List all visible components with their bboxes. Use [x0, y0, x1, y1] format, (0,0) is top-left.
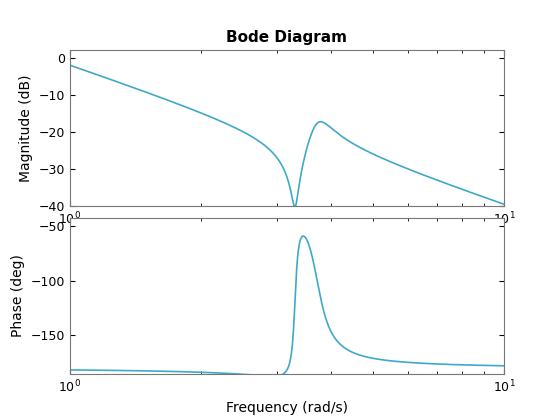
Y-axis label: Phase (deg): Phase (deg)	[11, 255, 25, 338]
Title: Bode Diagram: Bode Diagram	[226, 30, 348, 45]
X-axis label: Frequency (rad/s): Frequency (rad/s)	[226, 401, 348, 415]
Y-axis label: Magnitude (dB): Magnitude (dB)	[19, 74, 33, 182]
